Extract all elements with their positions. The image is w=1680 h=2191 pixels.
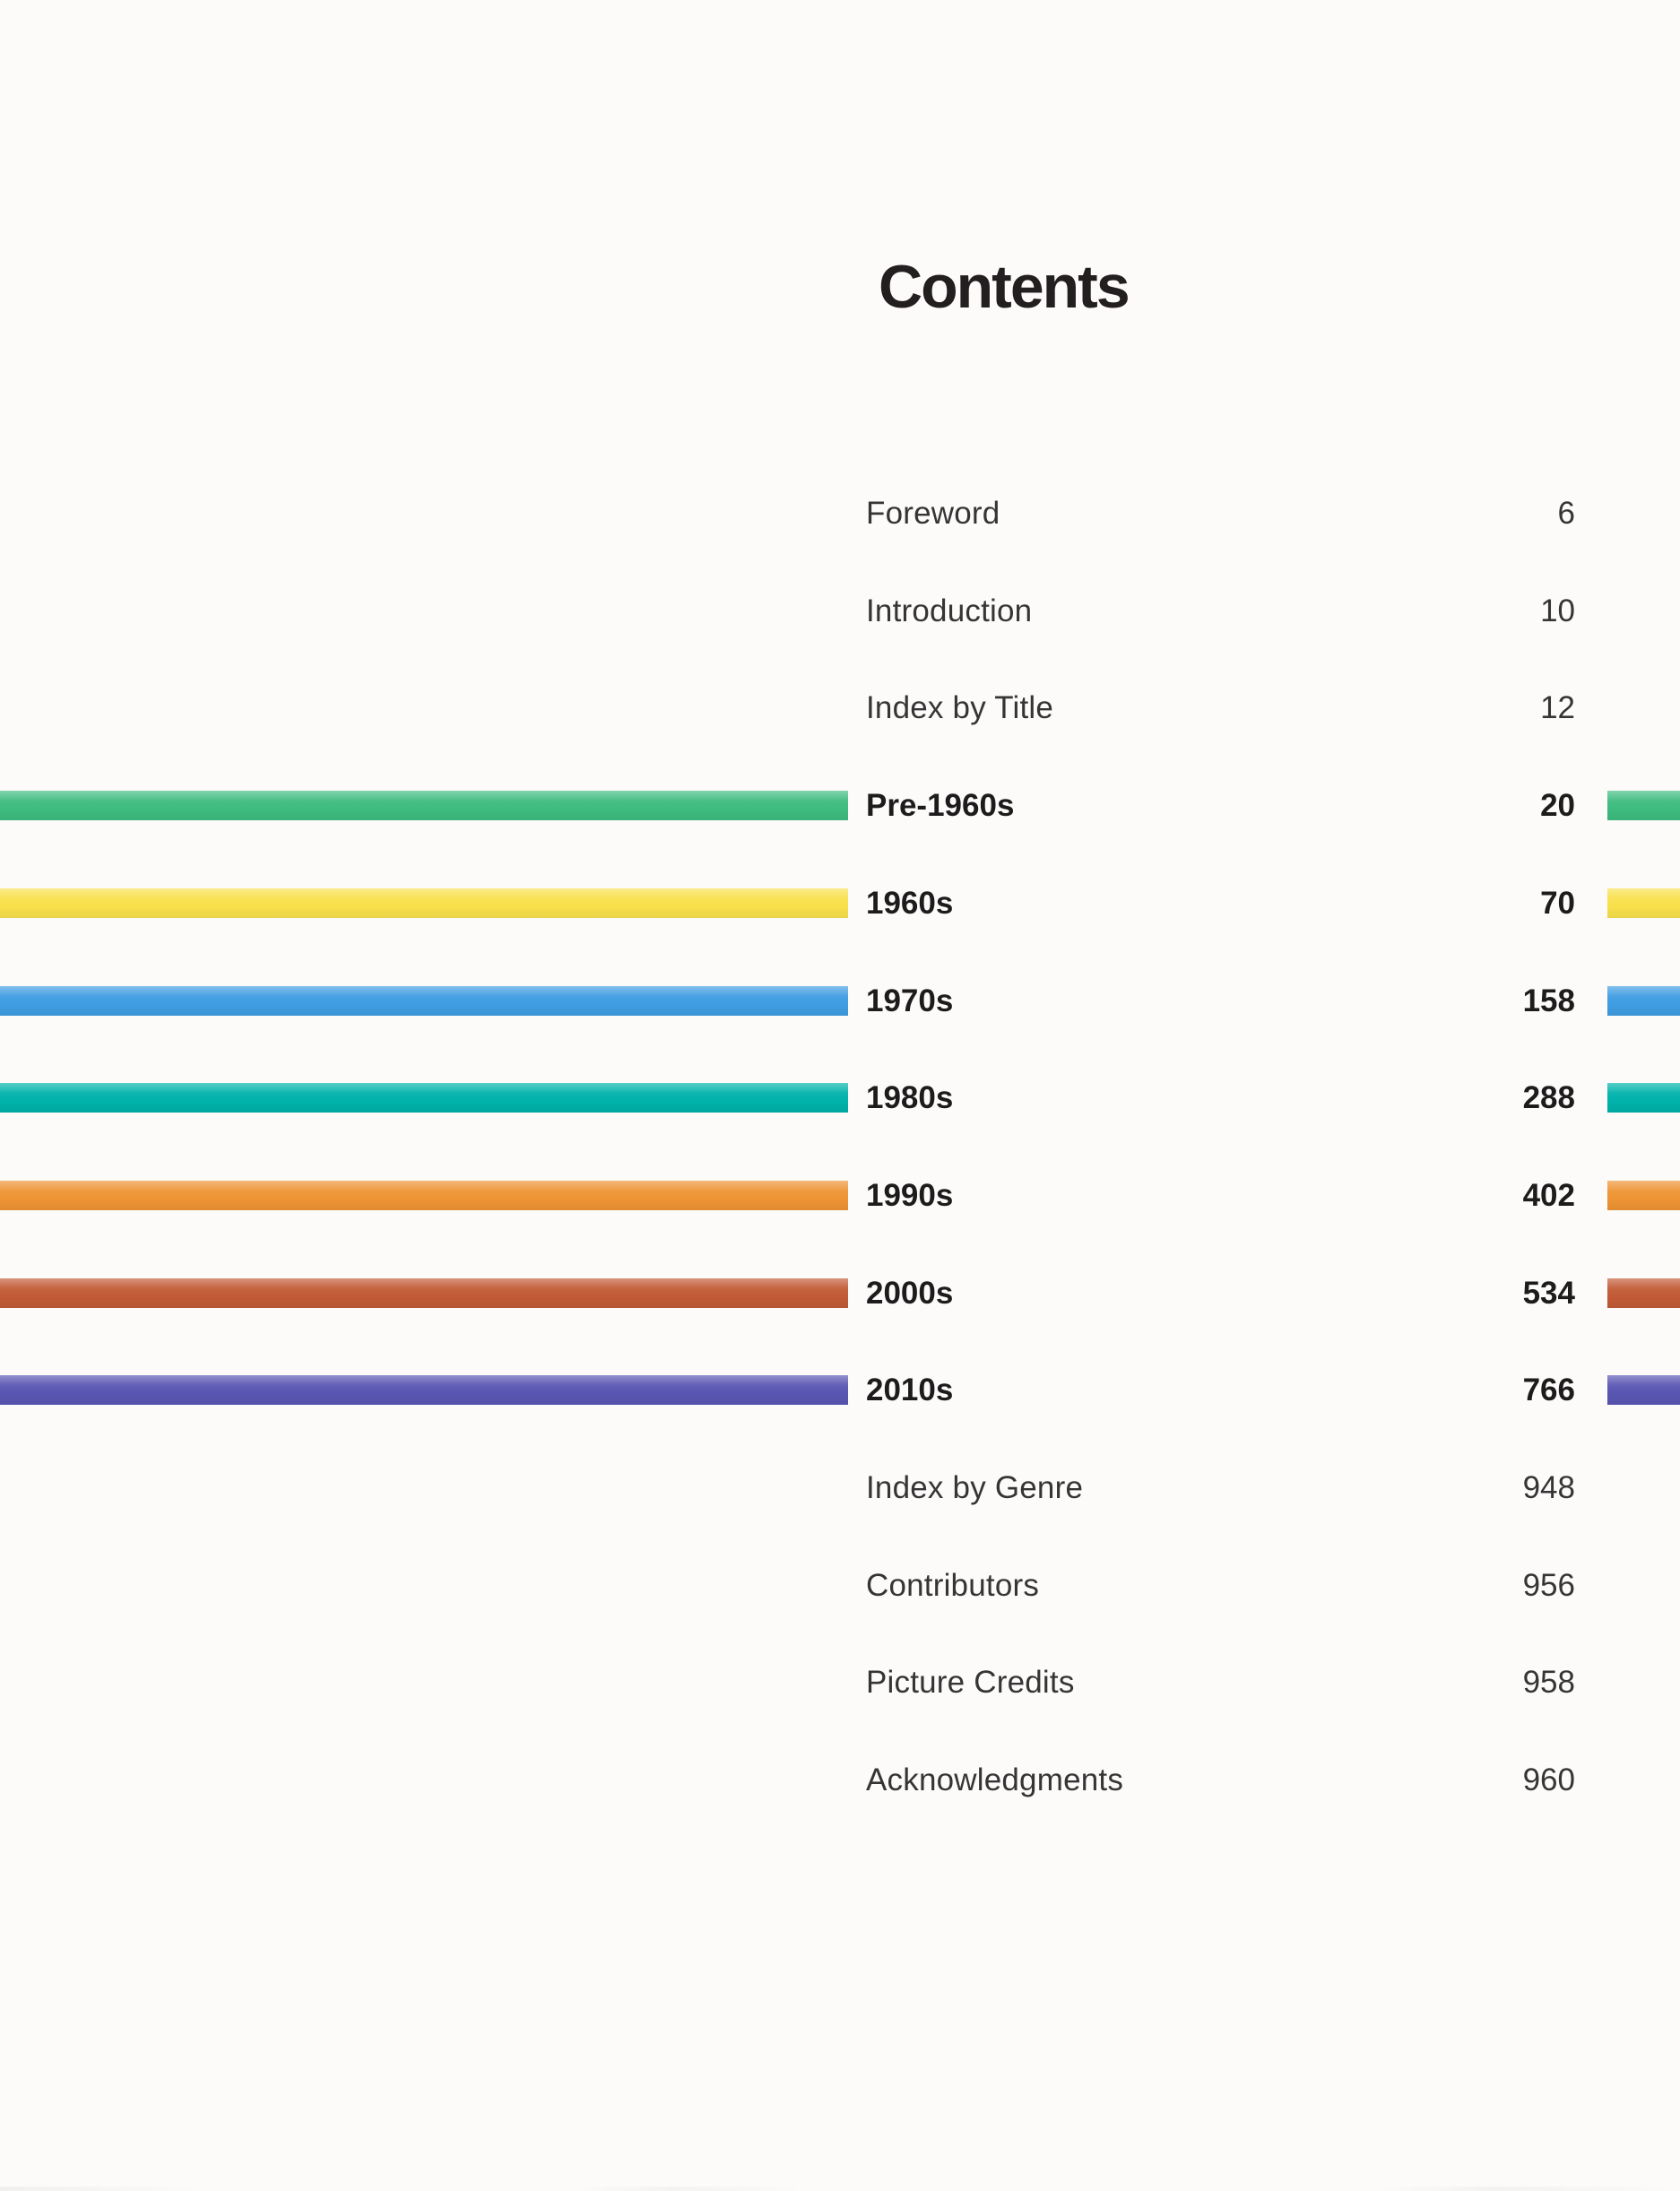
page-number: 20 (1540, 788, 1575, 823)
toc-label: 1990s (866, 1178, 954, 1213)
decade-bar-right (1607, 791, 1680, 820)
page-bottom-edge (0, 2187, 1680, 2191)
decade-bar-left (0, 1083, 848, 1113)
toc-row: 2000s 534 (0, 1269, 1680, 1318)
toc-row: Foreword 6 (0, 489, 1680, 538)
toc-row: Acknowledgments 960 (0, 1756, 1680, 1805)
toc-label: Acknowledgments (866, 1762, 1124, 1797)
toc-label: 1980s (866, 1080, 954, 1115)
page-number: 402 (1522, 1178, 1575, 1213)
page-number: 948 (1522, 1470, 1575, 1505)
decade-bar-right (1607, 1181, 1680, 1210)
toc-label: Index by Title (866, 690, 1054, 725)
page-number: 10 (1540, 593, 1575, 628)
page-number: 70 (1540, 886, 1575, 921)
toc-row: Introduction 10 (0, 587, 1680, 636)
toc-row: Picture Credits 958 (0, 1658, 1680, 1707)
toc-label: 2010s (866, 1373, 954, 1407)
toc-row: Pre-1960s 20 (0, 782, 1680, 830)
toc-label: 1960s (866, 886, 954, 921)
toc-label: Foreword (866, 496, 1000, 531)
page-number: 288 (1522, 1080, 1575, 1115)
decade-bar-right (1607, 1375, 1680, 1405)
toc-row: 1960s 70 (0, 879, 1680, 928)
decade-bar-right (1607, 888, 1680, 918)
decade-bar-left (0, 1278, 848, 1308)
decade-bar-right (1607, 1083, 1680, 1113)
decade-bar-right (1607, 1278, 1680, 1308)
toc-row: Index by Title 12 (0, 684, 1680, 732)
page-number: 956 (1522, 1568, 1575, 1603)
toc-row: 2010s 766 (0, 1366, 1680, 1415)
toc-row: Contributors 956 (0, 1562, 1680, 1610)
toc-row: 1980s 288 (0, 1074, 1680, 1122)
toc-row: Index by Genre 948 (0, 1464, 1680, 1512)
toc-label: 1970s (866, 983, 954, 1018)
decade-bar-left (0, 1181, 848, 1210)
toc-label: Contributors (866, 1568, 1040, 1603)
toc-row: 1970s 158 (0, 977, 1680, 1026)
page-number: 534 (1522, 1276, 1575, 1311)
decade-bar-left (0, 1375, 848, 1405)
toc-label: Index by Genre (866, 1470, 1084, 1505)
toc-label: 2000s (866, 1276, 954, 1311)
toc-label: Picture Credits (866, 1665, 1075, 1700)
toc-label: Introduction (866, 593, 1033, 628)
page-number: 958 (1522, 1665, 1575, 1700)
decade-bar-right (1607, 986, 1680, 1016)
page-number: 960 (1522, 1762, 1575, 1797)
page-number: 6 (1557, 496, 1575, 531)
decade-bar-left (0, 888, 848, 918)
toc-row: 1990s 402 (0, 1172, 1680, 1220)
page-number: 12 (1540, 690, 1575, 725)
toc-label: Pre-1960s (866, 788, 1015, 823)
decade-bar-left (0, 791, 848, 820)
page-title: Contents (879, 252, 1130, 321)
decade-bar-left (0, 986, 848, 1016)
page-number: 158 (1522, 983, 1575, 1018)
page-number: 766 (1522, 1373, 1575, 1407)
